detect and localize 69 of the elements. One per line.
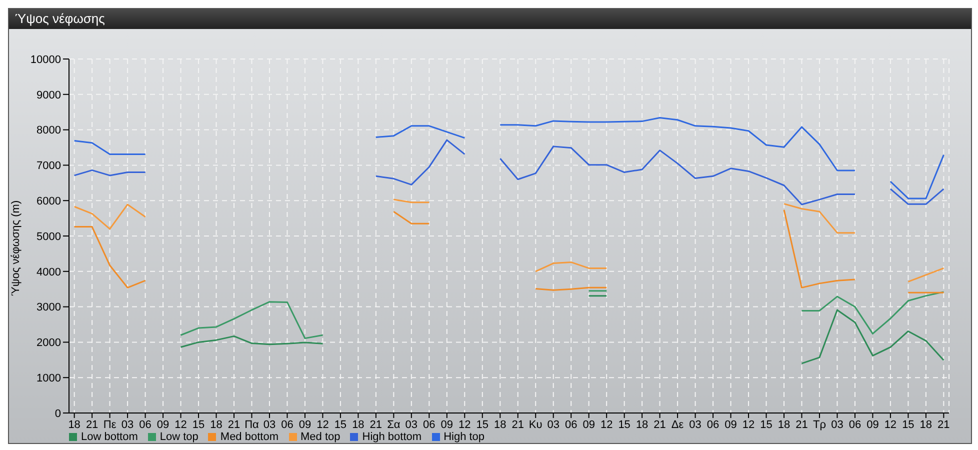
x-tick-label: 03 [547,418,560,431]
x-tick-label: 12 [316,418,329,431]
x-tick-label: 12 [174,418,187,431]
x-tick-label: 03 [405,418,418,431]
y-tick-label: 4000 [36,266,61,278]
x-tick-label: 21 [654,418,666,431]
x-tick-label: 09 [298,418,312,431]
y-axis-title: Ύψος νέφωσης (m) [10,200,22,296]
x-tick-label: 03 [831,418,844,431]
x-tick-label: 12 [458,418,471,431]
x-tick-label: 18 [494,418,506,431]
x-tick-label: 09 [866,418,879,431]
y-tick-label: 10000 [30,54,61,66]
x-tick-label: 15 [902,418,914,431]
x-tick-label: 18 [68,418,80,431]
x-tick-label: Πε [103,418,116,431]
legend-label: High bottom [362,431,422,443]
x-tick-label: 15 [476,418,489,431]
y-tick-label: 5000 [36,230,61,243]
x-tick-label: 21 [512,418,524,431]
x-tick-label: 21 [86,418,98,431]
x-tick-label: Σα [387,418,401,431]
x-tick-label: 18 [210,418,222,431]
y-tick-label: 8000 [36,124,61,137]
legend-label: Low top [160,431,198,443]
x-tick-label: 12 [600,418,613,431]
x-tick-label: 21 [370,418,382,431]
legend-label: Low bottom [81,431,138,443]
legend-label: Med top [300,431,340,443]
x-tick-label: 06 [281,418,294,431]
x-tick-label: Πα [244,418,260,431]
x-tick-label: 09 [440,418,454,431]
x-tick-label: 06 [423,418,436,431]
x-tick-label: 09 [582,418,595,431]
x-tick-label: 15 [760,418,772,431]
y-tick-label: 3000 [36,302,61,314]
x-tick-label: 18 [778,418,790,431]
x-tick-label: 15 [334,418,347,431]
x-tick-label: 06 [564,418,578,431]
x-tick-label: 03 [263,418,276,431]
y-tick-label: 1000 [36,372,61,385]
x-tick-label: 12 [742,418,755,431]
x-tick-label: 18 [352,418,364,431]
x-tick-label: 15 [192,418,205,431]
legend-label: High top [444,431,485,443]
x-tick-label: 21 [796,418,808,431]
x-tick-label: 21 [228,418,240,431]
x-tick-label: 03 [689,418,702,431]
x-tick-label: 09 [156,418,170,431]
x-tick-label: 06 [848,418,862,431]
x-tick-label: 06 [706,418,720,431]
x-tick-label: 18 [920,418,932,431]
y-tick-label: 0 [54,408,61,420]
x-tick-label: Τρ [812,418,826,431]
x-tick-label: 03 [121,418,134,431]
x-tick-label: 06 [139,418,152,431]
x-tick-label: 12 [884,418,897,431]
x-tick-label: 09 [724,418,737,431]
y-tick-label: 2000 [36,337,61,350]
y-tick-label: 6000 [36,196,61,208]
x-tick-label: Κυ [528,418,542,431]
legend-label: Med bottom [220,431,278,443]
x-tick-label: 18 [636,418,648,431]
x-tick-label: Δε [671,418,684,431]
x-tick-label: 21 [938,418,950,431]
y-tick-label: 9000 [36,89,61,102]
y-tick-label: 7000 [36,160,61,172]
x-tick-label: 15 [618,418,630,431]
chart-title: Ύψος νέφωσης [9,9,971,29]
